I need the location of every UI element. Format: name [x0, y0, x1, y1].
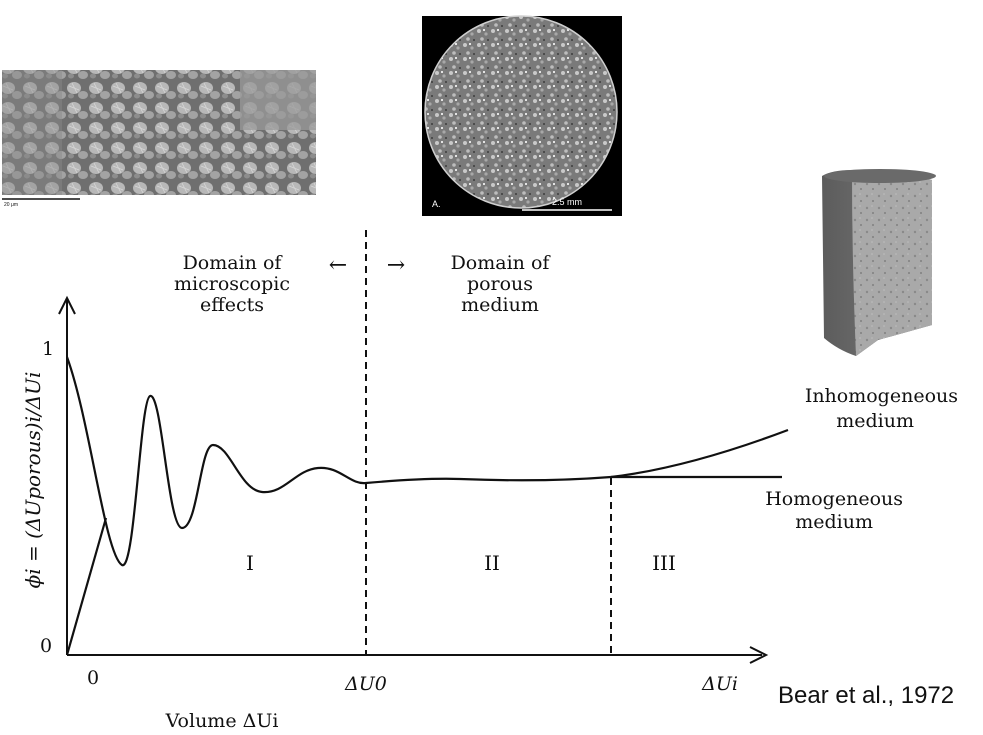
y-tick-bottom: 0 — [40, 635, 52, 657]
rising-curve-from-zero — [65, 517, 108, 656]
y-tick-top: 1 — [42, 338, 54, 360]
arrow-right-icon: → — [387, 253, 405, 278]
region-iii-label: III — [652, 551, 676, 575]
rock-core-3d-image — [822, 169, 936, 356]
x-tick-dui: ΔUi — [701, 673, 738, 695]
ct-scale-label: 2.5 mm — [552, 197, 582, 207]
citation-text: Bear et al., 1972 — [778, 682, 955, 709]
domain-left-line-1: Domain of — [183, 252, 284, 274]
arrow-left-icon: ← — [329, 253, 347, 278]
medium-labels: Inhomogeneous medium Homogeneous medium — [765, 385, 958, 533]
ct-slice-image: A. 2.5 mm — [422, 15, 622, 216]
homogeneous-label-line-1: Homogeneous — [765, 488, 903, 510]
inhomogeneous-label-line-2: medium — [836, 410, 914, 432]
region-ii-label: II — [484, 551, 500, 575]
region-i-label: I — [246, 551, 254, 575]
sem-scale-label: 20 μm — [4, 202, 18, 208]
domain-left-line-3: effects — [200, 294, 264, 316]
domain-labels: Domain of microscopic effects Domain of … — [174, 252, 551, 316]
sem-micrograph-image: 20 μm — [2, 70, 316, 208]
x-tick-du0: ΔU0 — [344, 673, 387, 695]
x-tick-origin: 0 — [87, 667, 99, 689]
y-axis-arrowhead — [58, 295, 76, 315]
domain-left-line-2: microscopic — [174, 273, 290, 295]
inhomogeneous-medium-curve — [610, 428, 789, 479]
x-axis-arrowhead — [749, 646, 769, 664]
ct-panel-letter: A. — [432, 199, 441, 209]
y-axis-label: ϕi = (ΔUporous)i/ΔUi — [21, 372, 45, 589]
porosity-curves — [65, 356, 789, 656]
homogeneous-label-line-2: medium — [795, 511, 873, 533]
domain-right-line-2: porous — [467, 273, 533, 295]
porosity-oscillation-curve — [65, 356, 612, 567]
domain-right-line-1: Domain of — [451, 252, 552, 274]
x-axis-label: Volume ΔUi — [165, 710, 279, 732]
inhomogeneous-label-line-1: Inhomogeneous — [805, 385, 958, 407]
domain-right-line-3: medium — [461, 294, 539, 316]
